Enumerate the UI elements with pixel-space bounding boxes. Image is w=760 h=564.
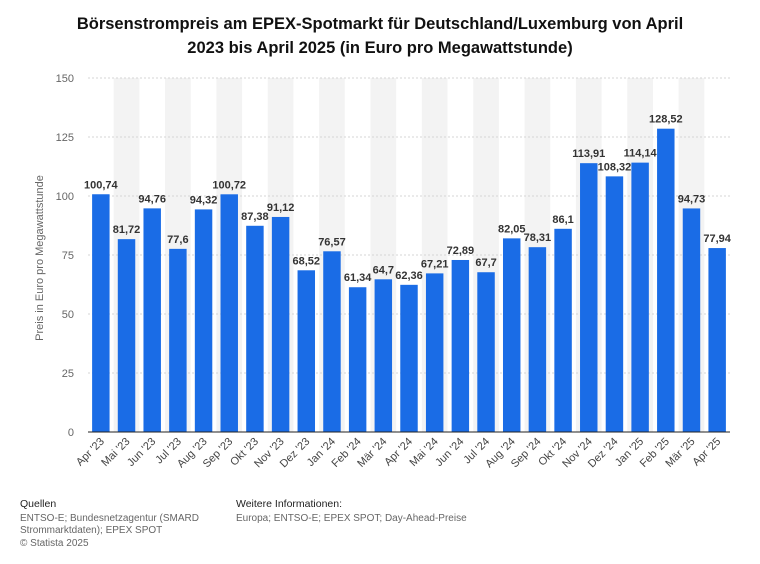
- y-tick-label: 25: [62, 368, 74, 380]
- bar: [502, 238, 521, 432]
- bar: [528, 247, 547, 432]
- further-info-heading: Weitere Informationen:: [236, 498, 343, 510]
- y-axis-label: Preis in Euro pro Megawattstunde: [34, 175, 46, 341]
- bar: [143, 208, 161, 432]
- bar: [425, 273, 444, 432]
- y-tick-label: 0: [68, 427, 74, 439]
- bar: [554, 228, 572, 432]
- sources-block: Quellen ENTSO-E; Bundesnetzagentur (SMAR…: [20, 498, 199, 550]
- data-label: 61,34: [344, 272, 372, 284]
- data-label: 67,21: [421, 258, 449, 270]
- data-label: 77,6: [167, 234, 188, 246]
- bar: [657, 128, 675, 432]
- y-tick-label: 125: [56, 132, 74, 144]
- data-label: 91,12: [267, 202, 295, 214]
- data-label: 76,57: [318, 236, 346, 248]
- data-label: 108,32: [598, 161, 632, 173]
- bar: [92, 194, 110, 432]
- data-label: 72,89: [447, 245, 475, 257]
- bar: [194, 209, 213, 432]
- data-label: 82,05: [498, 223, 526, 235]
- bar: [477, 272, 495, 432]
- y-tick-label: 75: [62, 250, 74, 262]
- bar: [631, 162, 649, 433]
- x-tick-label: Apr '25: [690, 436, 723, 469]
- data-label: 86,1: [552, 214, 573, 226]
- data-label: 77,94: [703, 233, 731, 245]
- x-tick-label: Jun '24: [433, 436, 466, 469]
- sources-text-line-1: ENTSO-E; Bundesnetzagentur (SMARD: [20, 512, 199, 524]
- bar: [117, 239, 136, 432]
- bar: [374, 279, 393, 432]
- bar: [348, 287, 367, 432]
- data-label: 81,72: [113, 224, 141, 236]
- chart-title: Börsenstrompreis am EPEX-Spotmarkt für D…: [20, 12, 740, 60]
- sources-heading: Quellen: [20, 498, 57, 510]
- bar: [220, 194, 238, 432]
- bar: [323, 251, 341, 432]
- bar: [169, 248, 187, 432]
- bar: [451, 259, 470, 432]
- data-label: 128,52: [649, 114, 683, 126]
- further-info-text: Europa; ENTSO-E; EPEX SPOT; Day-Ahead-Pr…: [236, 512, 467, 524]
- sources-text-line-2: Strommarktdaten); EPEX SPOT: [20, 525, 163, 536]
- data-label: 67,7: [475, 257, 496, 269]
- data-label: 100,74: [84, 179, 119, 191]
- y-tick-label: 50: [62, 309, 74, 321]
- y-tick-label: 150: [56, 73, 74, 85]
- data-label: 64,7: [373, 264, 394, 276]
- data-label: 62,36: [395, 270, 423, 282]
- y-tick-label: 100: [56, 191, 74, 203]
- data-label: 114,14: [624, 148, 658, 160]
- further-info-block: Weitere Informationen: Europa; ENTSO-E; …: [236, 498, 467, 525]
- chart-title-line-2: 2023 bis April 2025 (in Euro pro Megawat…: [187, 39, 573, 57]
- data-label: 94,76: [138, 193, 166, 205]
- x-tick-label: Jun '23: [125, 436, 158, 469]
- bar: [605, 176, 624, 432]
- bar: [400, 284, 418, 432]
- bar: [580, 163, 598, 432]
- data-label: 113,91: [572, 148, 605, 160]
- chart-title-line-1: Börsenstrompreis am EPEX-Spotmarkt für D…: [76, 15, 684, 33]
- bar: [682, 208, 701, 432]
- data-label: 94,32: [190, 194, 218, 206]
- data-label: 100,72: [212, 179, 246, 191]
- bar: [297, 270, 316, 432]
- copyright-text: © Statista 2025: [20, 537, 89, 549]
- bar: [246, 225, 264, 432]
- data-label: 78,31: [524, 232, 552, 244]
- data-label: 68,52: [293, 255, 321, 267]
- data-label: 87,38: [241, 211, 269, 223]
- data-label: 94,73: [678, 193, 706, 205]
- bar: [708, 248, 726, 432]
- bar: [271, 216, 290, 432]
